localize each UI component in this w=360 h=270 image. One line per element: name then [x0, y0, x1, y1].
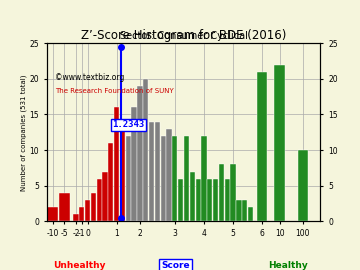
Title: Z’-Score Histogram for BDE (2016): Z’-Score Histogram for BDE (2016) [81, 29, 286, 42]
Text: ©www.textbiz.org: ©www.textbiz.org [55, 73, 125, 83]
Bar [195, 179, 201, 221]
Bar [108, 143, 113, 221]
Bar [85, 200, 90, 221]
Bar [96, 179, 102, 221]
Bar [184, 136, 189, 221]
Bar [137, 86, 143, 221]
Bar [161, 136, 166, 221]
Bar [166, 129, 172, 221]
Bar [91, 193, 96, 221]
Bar [48, 207, 58, 221]
Bar [149, 122, 154, 221]
Bar [213, 179, 218, 221]
Bar [131, 107, 137, 221]
Text: 1.2343: 1.2343 [113, 120, 145, 129]
Bar [79, 207, 84, 221]
Bar [172, 136, 177, 221]
Bar [114, 107, 119, 221]
Text: Score: Score [161, 261, 190, 270]
Bar [225, 179, 230, 221]
Bar [120, 129, 125, 221]
Text: The Research Foundation of SUNY: The Research Foundation of SUNY [55, 88, 174, 94]
Text: Unhealthy: Unhealthy [53, 261, 106, 270]
Text: Healthy: Healthy [268, 261, 307, 270]
Bar [236, 200, 242, 221]
Y-axis label: Number of companies (531 total): Number of companies (531 total) [20, 74, 27, 191]
Bar [143, 79, 148, 221]
Bar [257, 72, 267, 221]
Bar [155, 122, 160, 221]
Bar [242, 200, 247, 221]
Bar [230, 164, 236, 221]
Bar [190, 171, 195, 221]
Bar [207, 179, 212, 221]
Text: Sector: Consumer Cyclical: Sector: Consumer Cyclical [120, 31, 248, 41]
Bar [59, 193, 69, 221]
Bar [102, 171, 108, 221]
Bar [178, 179, 183, 221]
Bar [274, 65, 285, 221]
Bar [219, 164, 224, 221]
Bar [73, 214, 78, 221]
Bar [126, 136, 131, 221]
Bar [201, 136, 207, 221]
Bar [298, 150, 308, 221]
Bar [248, 207, 253, 221]
